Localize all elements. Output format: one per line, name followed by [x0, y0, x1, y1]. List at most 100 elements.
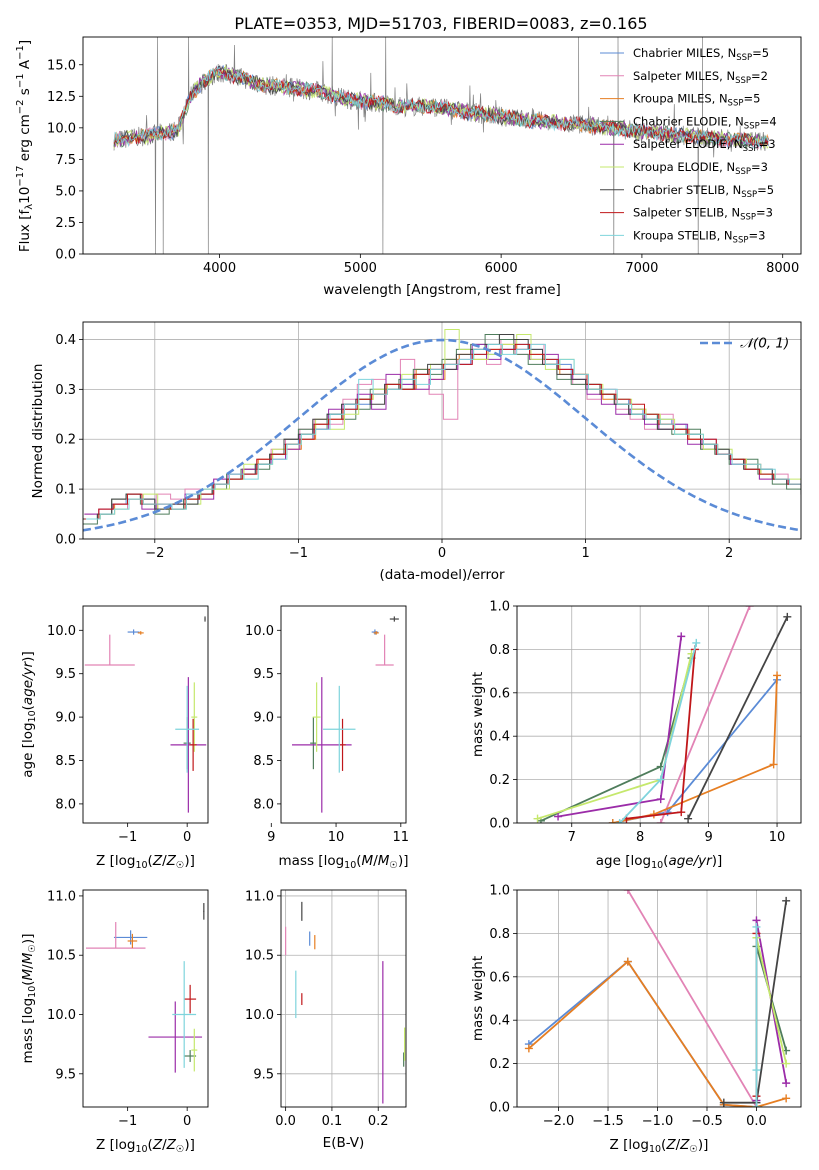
- x-tick-label: −2.0: [543, 1114, 575, 1129]
- errorbar-point-0: [371, 629, 379, 635]
- weight-line: [557, 636, 683, 818]
- x-tick-label: 8000: [766, 261, 799, 276]
- weight-marker: [745, 606, 754, 610]
- errorbar-point-7: [339, 718, 346, 771]
- x-tick-label: 8: [636, 830, 644, 845]
- y-tick-label: 10.0: [245, 1008, 274, 1023]
- legend-label: Kroupa STELIB, NSSP=3: [633, 228, 765, 245]
- weight-marker: [782, 896, 791, 905]
- model-spectrum-line: [113, 65, 769, 149]
- weight-series-0: [524, 957, 761, 1107]
- weight-series-8: [615, 638, 701, 823]
- weight-marker: [656, 775, 665, 784]
- panels: 4000 5000 6000 7000 80000.02.55.07.510.012.5…: [15, 36, 802, 1155]
- legend-label: Kroupa MILES, NSSP=5: [633, 92, 760, 109]
- y-tick-label: 10.0: [47, 121, 76, 136]
- errorbar-point-0: [127, 629, 140, 635]
- x-tick-label: 0: [183, 1114, 191, 1129]
- y-tick-label: 0.8: [489, 927, 510, 942]
- weight-marker: [623, 957, 632, 966]
- x-tick-label: 9: [704, 830, 712, 845]
- y-tick-label: 15.0: [47, 58, 76, 73]
- figure-title: PLATE=0353, MJD=51703, FIBERID=0083, z=0…: [234, 14, 647, 33]
- x-axis-label: wavelength [Angstrom, rest frame]: [323, 282, 561, 298]
- weight-marker: [524, 1044, 533, 1053]
- y-tick-label: 9.0: [253, 711, 274, 726]
- x-tick-label: −1: [289, 546, 308, 561]
- y-tick-label: 0.4: [489, 1014, 510, 1029]
- y-tick-label: 9.0: [55, 711, 76, 726]
- y-tick-label: 0.0: [489, 1101, 510, 1116]
- axes-frame: [82, 321, 802, 540]
- y-axis-label: mass [log10(M/M☉)]: [20, 934, 38, 1064]
- plot-area: [113, 37, 769, 254]
- errorbar-point-4: [148, 1001, 203, 1073]
- y-tick-label: 0.2: [489, 1057, 510, 1072]
- x-axis-label: age [log10(age/yr)]: [596, 853, 722, 871]
- errorbar-point-1: [84, 634, 135, 666]
- gaussian-reference-curve: [83, 338, 801, 532]
- x-tick-label: −1.5: [592, 1114, 624, 1129]
- panel-weight_vs_age: 7 8 9 10 0.0 0.2 0.4 0.6 0.8 1.0 mass weight age [l…: [470, 600, 802, 871]
- y-tick-label: 8.0: [55, 797, 76, 812]
- x-tick-label: 5000: [344, 261, 377, 276]
- errorbar-point-5: [312, 682, 321, 752]
- panel-spectrum: 4000 5000 6000 7000 8000 0.0 2.5 5.0 7.5 10.0 12.5…: [15, 36, 802, 298]
- legend: 𝒩(0, 1): [700, 336, 789, 352]
- errorbar-point-7: [184, 984, 197, 1014]
- x-tick-label: 0.0: [275, 1114, 296, 1129]
- panel-mass_vs_Z: −1 0 9.5 10.0 10.5 11.0 Z [log10(Z/Z☉)] mass [l…: [20, 889, 209, 1155]
- axes-frame: [82, 889, 209, 1108]
- weight-line: [755, 946, 788, 1107]
- y-tick-label: 0.4: [489, 730, 510, 745]
- x-tick-label: 9: [267, 830, 275, 845]
- model-spectrum-line: [113, 66, 769, 148]
- panel-residuals: −2 −1 0 1 2 0.0 0.1 0.2 0.3 0.4 𝒩(0, 1) (data-model…: [30, 321, 802, 583]
- axes-frame: [82, 605, 209, 824]
- errorbar-point-6: [204, 616, 206, 622]
- weight-marker: [773, 671, 782, 680]
- errorbar-point-5: [191, 1028, 198, 1072]
- histogram-step-5: [85, 329, 801, 520]
- weight-line: [627, 890, 758, 1107]
- y-tick-label: 8.0: [253, 797, 274, 812]
- panel-weight_vs_Z: −2.0 −1.5 −1.0 −0.5 0.0 0.0 0.2 0.4 0.6 0.8 1.0 mas…: [470, 884, 802, 1155]
- y-tick-label: 5.0: [55, 184, 76, 199]
- weight-marker: [692, 638, 701, 647]
- panel-mass_vs_EBV: 0.0 0.1 0.2 9.5 10.0 10.5 11.0 E(B-V): [245, 889, 407, 1151]
- weight-marker: [769, 760, 778, 769]
- weight-marker: [782, 1059, 791, 1068]
- legend-label: Kroupa ELODIE, NSSP=3: [633, 160, 768, 177]
- weight-marker: [782, 1094, 791, 1103]
- x-tick-label: 7000: [625, 261, 658, 276]
- y-tick-label: 0.3: [55, 383, 76, 398]
- weight-series-5: [752, 933, 791, 1107]
- weight-marker: [677, 632, 686, 641]
- weight-series-8: [752, 922, 761, 1107]
- plot-area: [85, 903, 205, 1073]
- histogram-step-2: [85, 343, 801, 520]
- legend-label: Chabrier ELODIE, NSSP=4: [633, 114, 777, 131]
- weight-marker: [623, 890, 632, 894]
- errorbar-point-2: [373, 631, 379, 635]
- histogram-step-0: [83, 343, 801, 520]
- axes-frame: [516, 889, 802, 1108]
- y-tick-label: 11.0: [245, 889, 274, 904]
- x-tick-label: −1: [118, 830, 137, 845]
- x-axis-label: Z [log10(Z/Z☉)]: [96, 853, 195, 871]
- x-tick-label: −0.5: [691, 1114, 723, 1129]
- x-tick-label: 10: [328, 830, 345, 845]
- y-tick-label: 10.5: [245, 949, 274, 964]
- weight-marker: [783, 612, 792, 621]
- weight-marker: [656, 795, 665, 804]
- legend-label: Chabrier STELIB, NSSP=5: [633, 183, 774, 200]
- weight-series-4: [554, 632, 686, 821]
- weight-marker: [656, 819, 665, 823]
- weight-marker: [752, 1066, 761, 1075]
- weight-marker: [677, 808, 686, 817]
- histogram-step-7: [84, 343, 801, 520]
- y-tick-label: 10.5: [47, 949, 76, 964]
- plot-area: [517, 890, 801, 1107]
- x-axis-label: mass [log10(M/M☉)]: [279, 853, 409, 871]
